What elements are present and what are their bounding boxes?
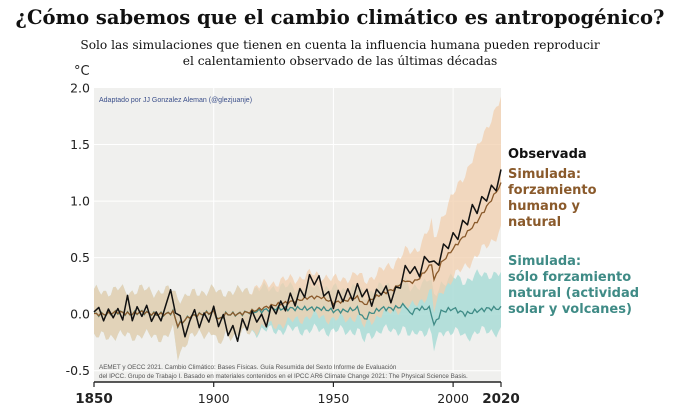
- y-tick-label: 1.0: [70, 194, 90, 209]
- y-tick-label: -0.5: [66, 363, 90, 378]
- legend-human_natural-line: forzamiento: [508, 183, 597, 198]
- legend-human_natural-line: natural: [508, 215, 561, 230]
- chart-title: ¿Cómo sabemos que el cambio climático es…: [15, 6, 665, 29]
- x-tick-label: 2000: [437, 391, 469, 406]
- x-tick-label: 1950: [318, 391, 350, 406]
- source-text-line1: AEMET y OECC 2021. Cambio Climático: Bas…: [99, 364, 397, 371]
- chart-subtitle-line2: el calentamiento observado de las última…: [182, 54, 498, 68]
- legend-human_natural-line: Simulada:: [508, 167, 581, 182]
- credit-text: Adaptado por JJ Gonzalez Aleman (@glezju…: [99, 97, 252, 104]
- legend-natural-line: natural (actividad: [508, 286, 639, 301]
- legend-human_natural-line: humano y: [508, 199, 581, 214]
- legend-natural-line: Simulada:: [508, 254, 581, 269]
- legend-observed-line: Observada: [508, 147, 587, 162]
- x-tick-label: 1900: [198, 391, 230, 406]
- legend-natural-line: sólo forzamiento: [508, 270, 631, 285]
- x-tick-label: 1850: [75, 391, 113, 407]
- y-tick-label: 0.5: [70, 250, 90, 265]
- y-tick-label: 1.5: [70, 137, 90, 152]
- source-text-line2: del IPCC. Grupo de Trabajo I. Basado en …: [99, 373, 468, 380]
- y-tick-label: 0.0: [70, 307, 90, 322]
- y-tick-label: 2.0: [70, 81, 90, 96]
- chart-subtitle-line1: Solo las simulaciones que tienen en cuen…: [80, 38, 600, 52]
- axis-ticks: 2.0 1.5 1.0 0.5 0.0 -0.5 1850 1900 1950 2000 2020: [66, 81, 520, 408]
- legend-natural-line: solar y volcanes): [508, 302, 632, 317]
- uncertainty-bands: [94, 96, 501, 361]
- y-axis-unit: °C: [74, 64, 90, 79]
- band-human-natural: [94, 96, 501, 361]
- x-tick-label: 2020: [482, 391, 520, 407]
- line-observed: [93, 169, 502, 343]
- series-lines: [93, 169, 502, 343]
